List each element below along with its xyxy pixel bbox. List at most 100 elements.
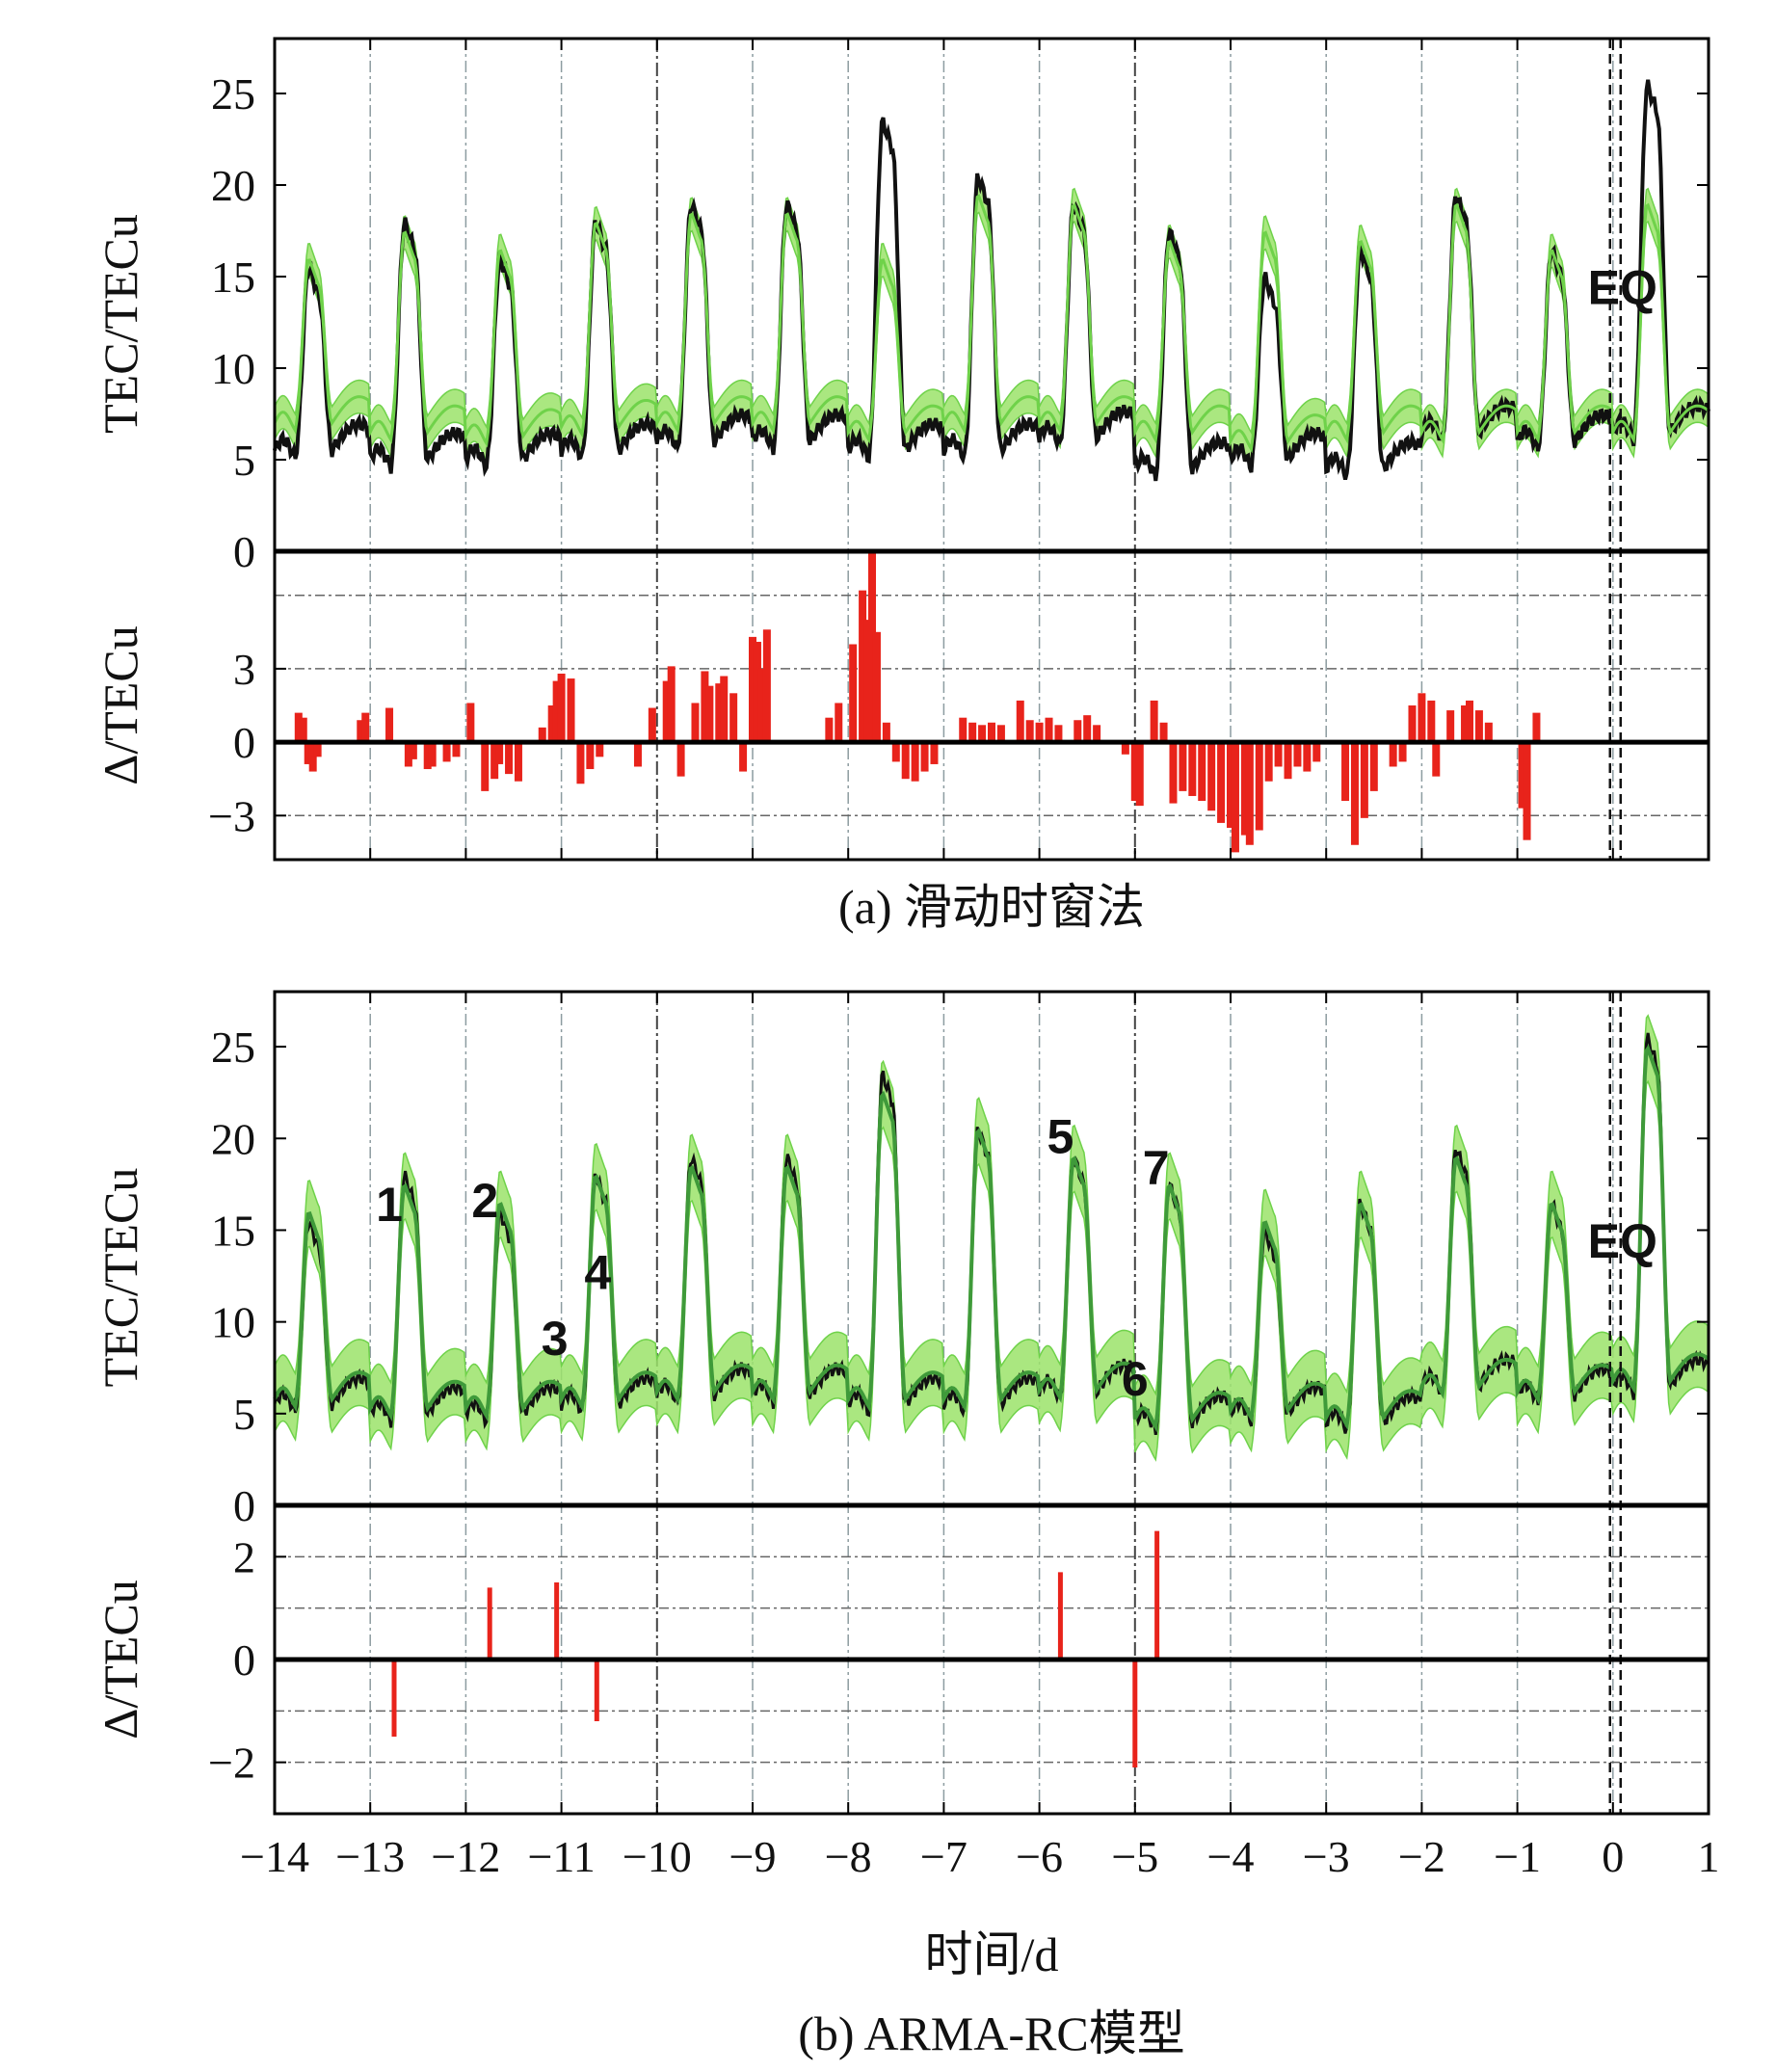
- anomaly-bar: [385, 707, 394, 743]
- anomaly-bar: [749, 636, 756, 743]
- anomaly-bar: [596, 742, 604, 757]
- anomaly-bar: [996, 725, 1005, 743]
- x-tick-label: −4: [1207, 1832, 1255, 1881]
- anomaly-bar: [357, 720, 365, 743]
- anomaly-bar: [409, 742, 417, 759]
- anomaly-bar: [1532, 712, 1541, 743]
- panel-caption: (b) ARMA-RC模型: [798, 2006, 1184, 2060]
- anomaly-bar: [1074, 720, 1082, 743]
- anomaly-number-label: 6: [1122, 1352, 1149, 1406]
- anomaly-bar: [1198, 742, 1206, 802]
- anomaly-bar: [1231, 742, 1239, 853]
- anomaly-bar: [1207, 742, 1216, 811]
- anomaly-bar: [466, 703, 475, 743]
- anomaly-bar: [481, 742, 490, 791]
- tec-y-tick-label: 20: [211, 1114, 255, 1163]
- anomaly-bar: [567, 678, 575, 743]
- anomaly-bar: [882, 722, 890, 743]
- anomaly-bar: [1360, 742, 1368, 818]
- anomaly-bar: [1446, 710, 1455, 743]
- delta-y-axis-label: Δ/TECu: [93, 1580, 147, 1739]
- anomaly-number-label: 1: [376, 1178, 403, 1232]
- tec-y-tick-label: 10: [211, 1298, 255, 1347]
- anomaly-bar: [1408, 705, 1417, 743]
- anomaly-bar: [863, 620, 872, 743]
- anomaly-bar: [428, 742, 437, 767]
- anomaly-bar: [911, 742, 919, 782]
- anomaly-bar: [1293, 742, 1302, 767]
- anomaly-bar: [299, 717, 307, 743]
- anomaly-bar: [715, 683, 724, 743]
- x-tick-label: −1: [1494, 1832, 1541, 1881]
- tec-y-tick-label: 25: [211, 69, 255, 119]
- anomaly-bar: [729, 693, 738, 743]
- anomaly-bar: [1264, 742, 1273, 782]
- anomaly-bar: [891, 742, 900, 762]
- anomaly-number-label: 2: [471, 1174, 498, 1228]
- x-tick-label: −13: [335, 1832, 405, 1881]
- eq-label: EQ: [1588, 261, 1657, 315]
- model-tec-line: [273, 194, 1710, 454]
- anomaly-bar: [1150, 700, 1158, 743]
- anomaly-bar: [988, 722, 995, 743]
- anomaly-bar: [1217, 742, 1226, 823]
- delta-y-tick-label: 2: [233, 1532, 255, 1581]
- anomaly-bar: [1432, 742, 1441, 777]
- anomaly-bar: [1245, 742, 1254, 845]
- x-tick-label: −3: [1303, 1832, 1350, 1881]
- anomaly-bar: [404, 742, 412, 767]
- x-tick-label: −10: [623, 1832, 692, 1881]
- anomaly-bar: [1274, 742, 1283, 767]
- x-axis-label: 时间/d: [925, 1927, 1059, 1981]
- anomaly-bar: [1341, 742, 1350, 802]
- delta-plot-frame: [273, 549, 1710, 862]
- delta-y-tick-label: −3: [208, 791, 255, 840]
- anomaly-bar: [1016, 700, 1024, 743]
- anomaly-bar: [1159, 722, 1168, 743]
- anomaly-bar: [1054, 725, 1063, 743]
- anomaly-bar: [959, 717, 968, 743]
- anomaly-bar: [1169, 742, 1178, 804]
- model-tec-line: [273, 1044, 1710, 1433]
- anomaly-bar: [442, 742, 451, 762]
- x-tick-label: −14: [240, 1832, 309, 1881]
- anomaly-bar: [739, 742, 748, 772]
- tec-y-tick-label: 0: [233, 1481, 255, 1530]
- anomaly-bar: [720, 676, 729, 743]
- tec-y-axis-label: TEC/TECu: [93, 214, 147, 434]
- anomaly-bar: [667, 666, 676, 743]
- anomaly-bar: [872, 631, 881, 743]
- delta-y-axis-label: Δ/TECu: [93, 625, 147, 784]
- anomaly-bar: [505, 742, 514, 775]
- delta-y-tick-label: 0: [233, 718, 255, 767]
- anomaly-bar: [1179, 742, 1187, 791]
- anomaly-bar: [552, 680, 561, 743]
- delta-y-tick-label: −2: [208, 1739, 255, 1788]
- anomaly-bar: [538, 727, 546, 743]
- anomaly-bar: [1045, 717, 1053, 743]
- anomaly-bar: [930, 742, 939, 764]
- x-tick-label: −7: [920, 1832, 968, 1881]
- x-tick-label: 0: [1602, 1832, 1624, 1881]
- anomaly-bar: [1303, 742, 1312, 772]
- anomaly-bar: [859, 590, 867, 743]
- x-tick-label: −2: [1398, 1832, 1445, 1881]
- panel-a: EQ 0 5 10 15 20 25 −3 0 3 TEC/TECu Δ/TECu (a) 滑动时窗法: [93, 37, 1710, 934]
- anomaly-bar: [1312, 742, 1321, 762]
- anomaly-bar: [825, 717, 834, 743]
- anomaly-number-label: 7: [1143, 1141, 1170, 1195]
- anomaly-bar: [1474, 710, 1483, 743]
- anomaly-bar: [304, 742, 312, 764]
- anomaly-bar: [753, 641, 761, 743]
- x-tick-label: 1: [1698, 1832, 1720, 1881]
- anomaly-bar: [1083, 715, 1092, 743]
- anomaly-bar: [1284, 742, 1292, 780]
- anomaly-bar: [757, 668, 766, 743]
- anomaly-bar: [514, 742, 522, 782]
- anomaly-bar: [648, 707, 656, 743]
- anomaly-bar: [586, 742, 595, 770]
- anomaly-bar: [1093, 725, 1101, 743]
- x-tick-label: −6: [1016, 1832, 1063, 1881]
- anomaly-bar: [968, 722, 977, 743]
